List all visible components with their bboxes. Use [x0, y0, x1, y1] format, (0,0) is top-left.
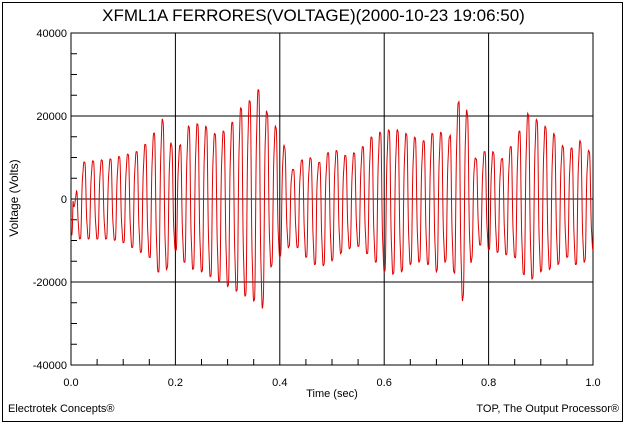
y-tick-labels: 40000 20000 0 -20000 -40000 — [33, 28, 67, 372]
x-tick-label: 0.6 — [377, 377, 392, 389]
footer-right-text: TOP, The Output Processor® — [476, 403, 619, 415]
y-tick-label: -20000 — [33, 277, 67, 289]
y-tick-label: -40000 — [33, 360, 67, 372]
x-tick-label: 0.8 — [481, 377, 496, 389]
x-tick-label: 0.2 — [168, 377, 183, 389]
series-group — [70, 88, 594, 309]
y-tick-label: 40000 — [36, 28, 67, 40]
x-axis-label: Time (sec) — [306, 388, 358, 400]
x-tick-label: 0.0 — [63, 377, 78, 389]
y-tick-label: 0 — [61, 194, 67, 206]
minor-ticks — [71, 53, 568, 365]
chart-title: XFML1A FERRORES(VOLTAGE)(2000-10-23 19:0… — [102, 6, 525, 25]
x-tick-label: 0.4 — [272, 377, 287, 389]
x-tick-labels: 0.0 0.2 0.4 0.6 0.8 1.0 — [63, 377, 600, 389]
footer-left-text: Electrotek Concepts® — [8, 403, 115, 415]
x-tick-label: 1.0 — [585, 377, 600, 389]
grid-lines — [70, 32, 594, 366]
voltage-series-line — [70, 88, 594, 309]
y-tick-label: 20000 — [36, 111, 67, 123]
